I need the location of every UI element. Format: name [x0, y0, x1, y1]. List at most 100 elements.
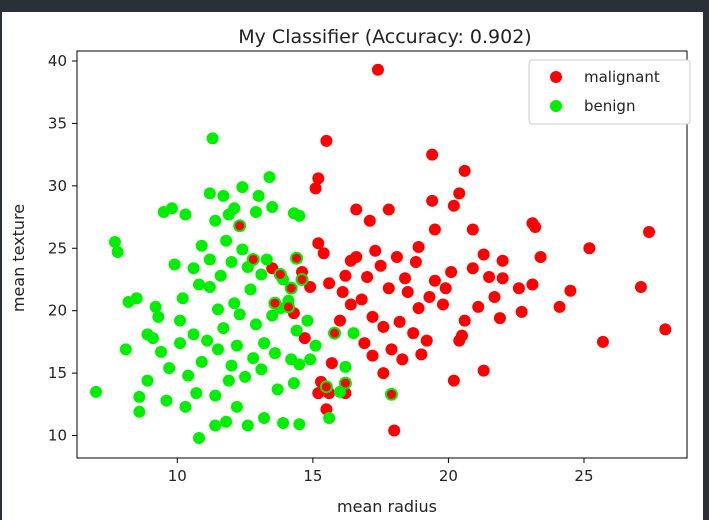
malignant-point — [437, 298, 449, 311]
overlap-point — [233, 219, 247, 233]
malignant-point — [496, 254, 509, 267]
benign-point — [228, 297, 241, 310]
benign-point — [119, 343, 132, 356]
malignant-point — [596, 335, 609, 348]
window-right-edge — [703, 12, 709, 520]
malignant-point — [382, 203, 395, 216]
benign-point — [252, 189, 265, 202]
overlap-point — [319, 380, 333, 394]
benign-point — [168, 258, 181, 271]
plot-area-frame — [76, 50, 688, 459]
malignant-point — [466, 223, 479, 236]
benign-point — [220, 415, 233, 428]
overlap-point — [295, 272, 309, 286]
malignant-point — [393, 315, 406, 328]
benign-point — [195, 239, 208, 252]
malignant-point — [466, 262, 479, 275]
benign-point — [217, 189, 230, 202]
window-top-bar — [0, 0, 709, 12]
benign-point — [209, 419, 222, 432]
malignant-point — [445, 265, 458, 278]
malignant-point — [458, 164, 471, 177]
malignant-point — [385, 343, 398, 356]
malignant-point — [407, 327, 420, 340]
malignant-point — [358, 337, 371, 350]
benign-point — [179, 208, 192, 221]
benign-point — [149, 300, 162, 313]
benign-point — [347, 327, 360, 340]
benign-point — [155, 345, 168, 358]
malignant-point — [447, 374, 460, 387]
benign-point — [244, 283, 257, 296]
malignant-point — [382, 282, 395, 295]
benign-point — [201, 334, 214, 347]
malignant-point — [366, 349, 379, 362]
overlap-point — [290, 251, 304, 265]
benign-point — [258, 412, 271, 425]
y-tick-label: 15 — [48, 364, 67, 382]
benign-point — [293, 209, 306, 222]
malignant-point — [390, 250, 403, 263]
x-tick-label: 20 — [439, 467, 458, 485]
malignant-point — [477, 364, 490, 377]
malignant-point — [401, 285, 414, 298]
malignant-point — [312, 172, 325, 185]
benign-point — [133, 390, 146, 403]
benign-point — [203, 187, 216, 200]
benign-point — [211, 303, 224, 316]
malignant-point — [493, 312, 506, 325]
benign-point — [89, 385, 102, 398]
benign-point — [225, 359, 238, 372]
malignant-point — [526, 278, 539, 291]
malignant-point — [309, 182, 322, 195]
benign-point — [133, 405, 146, 418]
y-tick-label: 25 — [48, 239, 67, 257]
malignant-point — [488, 290, 501, 303]
malignant-point — [659, 323, 672, 336]
benign-point — [209, 214, 222, 227]
benign-point — [174, 337, 187, 350]
legend: malignant benign — [528, 59, 691, 125]
malignant-point — [399, 272, 412, 285]
malignant-point — [366, 310, 379, 323]
malignant-point — [361, 270, 374, 283]
malignant-point — [472, 300, 485, 313]
benign-point — [217, 322, 230, 335]
benign-point — [271, 383, 284, 396]
overlap-point — [284, 281, 298, 295]
malignant-point — [458, 314, 471, 327]
malignant-point — [377, 367, 390, 380]
benign-point — [236, 181, 249, 194]
malignant-point — [426, 148, 439, 161]
malignant-point — [529, 221, 542, 234]
benign-point — [266, 201, 279, 214]
benign-point — [206, 132, 219, 145]
benign-point — [241, 419, 254, 432]
malignant-point — [583, 242, 596, 255]
malignant-point — [350, 203, 363, 216]
benign-point — [203, 253, 216, 266]
chart-title: My Classifier (Accuracy: 0.902) — [238, 26, 531, 48]
overlap-point — [338, 376, 352, 390]
malignant-point — [320, 134, 333, 147]
y-tick-label: 40 — [48, 52, 67, 70]
benign-point — [130, 292, 143, 305]
benign-point — [285, 353, 298, 366]
overlap-point — [246, 252, 260, 266]
benign-point — [190, 387, 203, 400]
malignant-point — [374, 259, 387, 272]
malignant-point — [412, 302, 425, 315]
benign-point — [263, 171, 276, 184]
benign-point — [187, 262, 200, 275]
benign-point — [141, 328, 154, 341]
benign-point — [193, 278, 205, 291]
benign-point — [220, 234, 233, 247]
benign-point — [111, 246, 124, 259]
malignant-point — [363, 214, 376, 227]
malignant-point — [412, 241, 425, 254]
malignant-point — [304, 280, 317, 293]
overlap-point — [281, 300, 295, 314]
y-tick-label: 10 — [48, 427, 67, 445]
malignant-point — [369, 244, 382, 257]
benign-point — [179, 400, 192, 413]
